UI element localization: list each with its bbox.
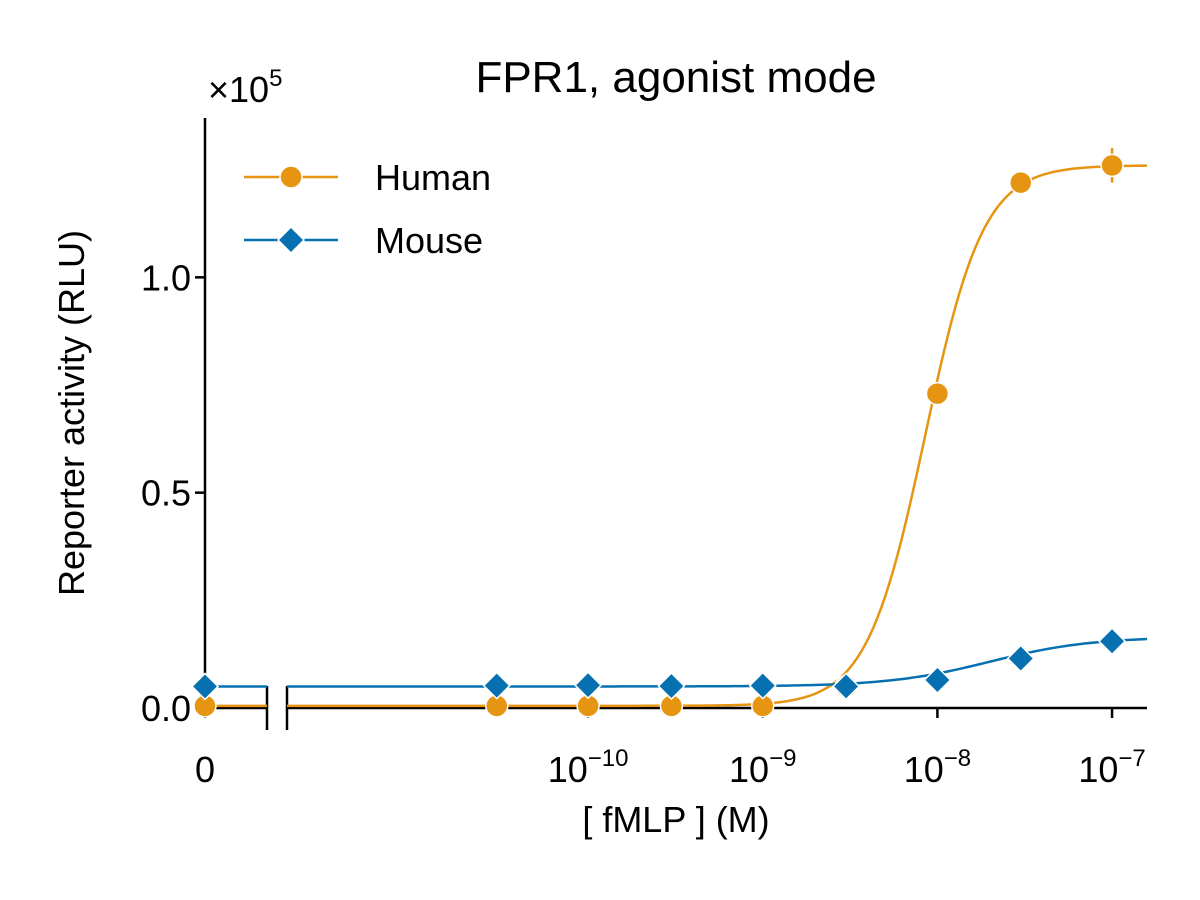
x-tick-label-3: 10−8 [904, 745, 971, 790]
series-1-point-8 [1098, 627, 1127, 656]
x-axis-label: [ fMLP ] (M) [582, 799, 769, 840]
series-0-point-7 [1008, 170, 1033, 195]
y-tick-label-0: 0.0 [141, 688, 191, 729]
series-1-point-0 [190, 672, 220, 701]
x-tick-label-2: 10−9 [729, 745, 796, 790]
y-axis-multiplier: ×105 [208, 65, 282, 110]
axes: 0.0 0.5 1.0 0 10−10 10−9 10−8 10−7 [141, 118, 1147, 790]
x-tick-label-0: 0 [195, 749, 215, 790]
series-1-point-6 [923, 665, 952, 695]
series-1-point-2 [574, 671, 603, 700]
x-tick-label-4: 10−7 [1078, 745, 1145, 790]
y-multiplier-base: ×10 [208, 69, 269, 110]
legend-marker-1 [276, 225, 306, 255]
series-1-point-3 [657, 671, 686, 701]
axis-break-gap [268, 684, 286, 732]
y-multiplier-exponent: 5 [269, 65, 282, 92]
legend-label-1: Mouse [375, 220, 483, 261]
series-1-point-7 [1006, 644, 1035, 673]
legend-label-0: Human [375, 157, 491, 198]
series-1-point-5 [832, 672, 861, 701]
y-tick-label-2: 1.0 [141, 257, 191, 298]
legend-marker-0 [279, 165, 303, 189]
x-tick-label-1: 10−10 [548, 745, 629, 790]
chart-title: FPR1, agonist mode [475, 53, 876, 102]
series-1-fit-curve [287, 637, 1148, 688]
series-layer [190, 148, 1148, 718]
series-0-fit-curve [287, 164, 1148, 708]
series-mouse [190, 627, 1148, 701]
series-1-point-4 [748, 671, 777, 700]
legend: Human Mouse [244, 157, 491, 261]
series-0-point-8 [1100, 153, 1124, 178]
series-0-point-6 [925, 381, 950, 406]
series-1-point-1 [482, 671, 511, 700]
y-axis-label: Reporter activity (RLU) [51, 230, 92, 596]
y-tick-label-1: 0.5 [141, 473, 191, 514]
